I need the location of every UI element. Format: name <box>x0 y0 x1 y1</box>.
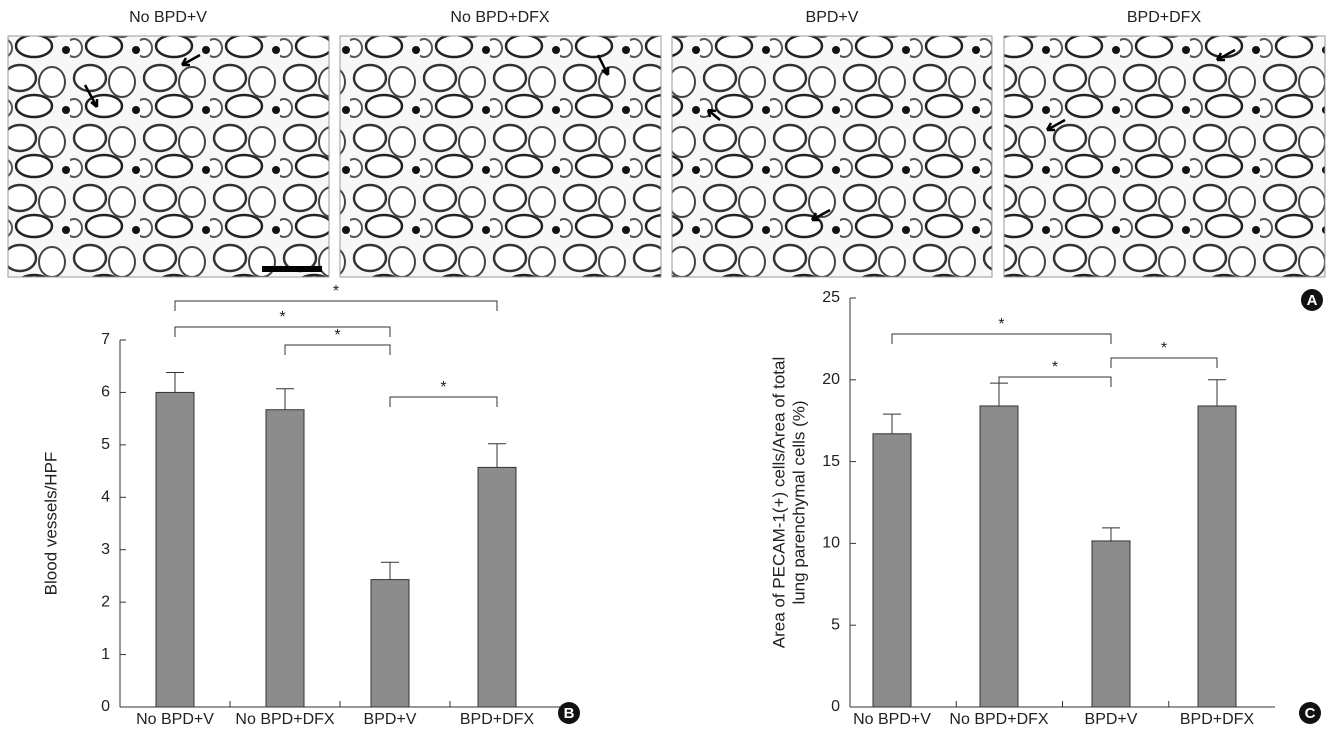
error-bar <box>166 372 184 393</box>
bar <box>265 409 305 708</box>
y-tick-label: 6 <box>101 384 110 401</box>
y-tick-label: 25 <box>822 289 840 306</box>
panel-badge <box>558 702 580 724</box>
scale-bar <box>262 266 322 272</box>
y-tick-label: 1 <box>101 646 110 663</box>
micrograph <box>7 35 330 278</box>
significance-bracket <box>174 300 498 311</box>
x-tick-label: BPD+V <box>364 711 417 728</box>
y-tick-label: 7 <box>101 331 110 348</box>
micrograph-label: BPD+V <box>806 9 859 26</box>
significance-label: * <box>1052 359 1058 376</box>
y-tick-label: 15 <box>822 453 840 470</box>
micrograph <box>671 35 993 278</box>
y-tick-label: 10 <box>822 535 840 552</box>
significance-label: * <box>333 283 339 300</box>
panel-label: A <box>1307 292 1318 309</box>
bar <box>1197 405 1237 708</box>
y-tick-label: 5 <box>101 436 110 453</box>
significance-bracket <box>174 326 391 337</box>
panel-badge <box>1299 702 1321 724</box>
bar <box>872 433 912 708</box>
y-tick-label: 3 <box>101 541 110 558</box>
bar <box>477 466 517 708</box>
bar <box>155 391 195 708</box>
micrograph-panels <box>7 35 1326 278</box>
significance-label: * <box>1161 340 1167 357</box>
y-axis-label: lung parenchymal cells (%) <box>789 400 808 604</box>
micrograph-label: BPD+DFX <box>1127 9 1202 26</box>
significance-bracket <box>891 333 1112 344</box>
bar <box>1091 540 1131 708</box>
error-bar <box>1102 527 1120 541</box>
y-tick-label: 0 <box>101 698 110 715</box>
micrograph-label: No BPD+V <box>129 9 207 26</box>
significance-bracket <box>1110 357 1218 368</box>
bar <box>370 579 410 708</box>
significance-bracket <box>389 396 498 407</box>
x-tick-label: No BPD+DFX <box>949 711 1048 728</box>
x-tick-label: No BPD+V <box>853 711 931 728</box>
y-tick-label: 20 <box>822 371 840 388</box>
y-tick-label: 5 <box>831 616 840 633</box>
error-bar <box>883 413 901 434</box>
y-axis-label: Blood vessels/HPF <box>41 452 60 596</box>
significance-bracket <box>284 344 391 355</box>
y-tick-label: 4 <box>101 489 110 506</box>
micrograph-label: No BPD+DFX <box>450 9 549 26</box>
panel-badge <box>1301 289 1323 311</box>
y-tick-label: 2 <box>101 593 110 610</box>
significance-bracket <box>998 376 1112 387</box>
y-axis-label: Area of PECAM-1(+) cells/Area of total <box>769 357 788 648</box>
error-bar <box>381 561 399 580</box>
micrograph <box>1003 35 1326 278</box>
x-tick-label: BPD+V <box>1085 711 1138 728</box>
error-bar <box>1208 379 1226 406</box>
significance-label: * <box>998 316 1004 333</box>
arrows <box>83 48 1236 222</box>
x-tick-label: BPD+DFX <box>460 711 535 728</box>
significance-label: * <box>334 327 340 344</box>
bar <box>979 405 1019 708</box>
micrograph <box>339 35 662 278</box>
x-tick-label: BPD+DFX <box>1180 711 1255 728</box>
significance-label: * <box>440 379 446 396</box>
error-bar <box>488 443 506 468</box>
y-tick-label: 0 <box>831 698 840 715</box>
significance-label: * <box>279 309 285 326</box>
x-tick-label: No BPD+DFX <box>235 711 334 728</box>
panel-label: C <box>1305 705 1316 722</box>
error-bar <box>276 388 294 410</box>
panel-label: B <box>564 705 575 722</box>
x-tick-label: No BPD+V <box>136 711 214 728</box>
